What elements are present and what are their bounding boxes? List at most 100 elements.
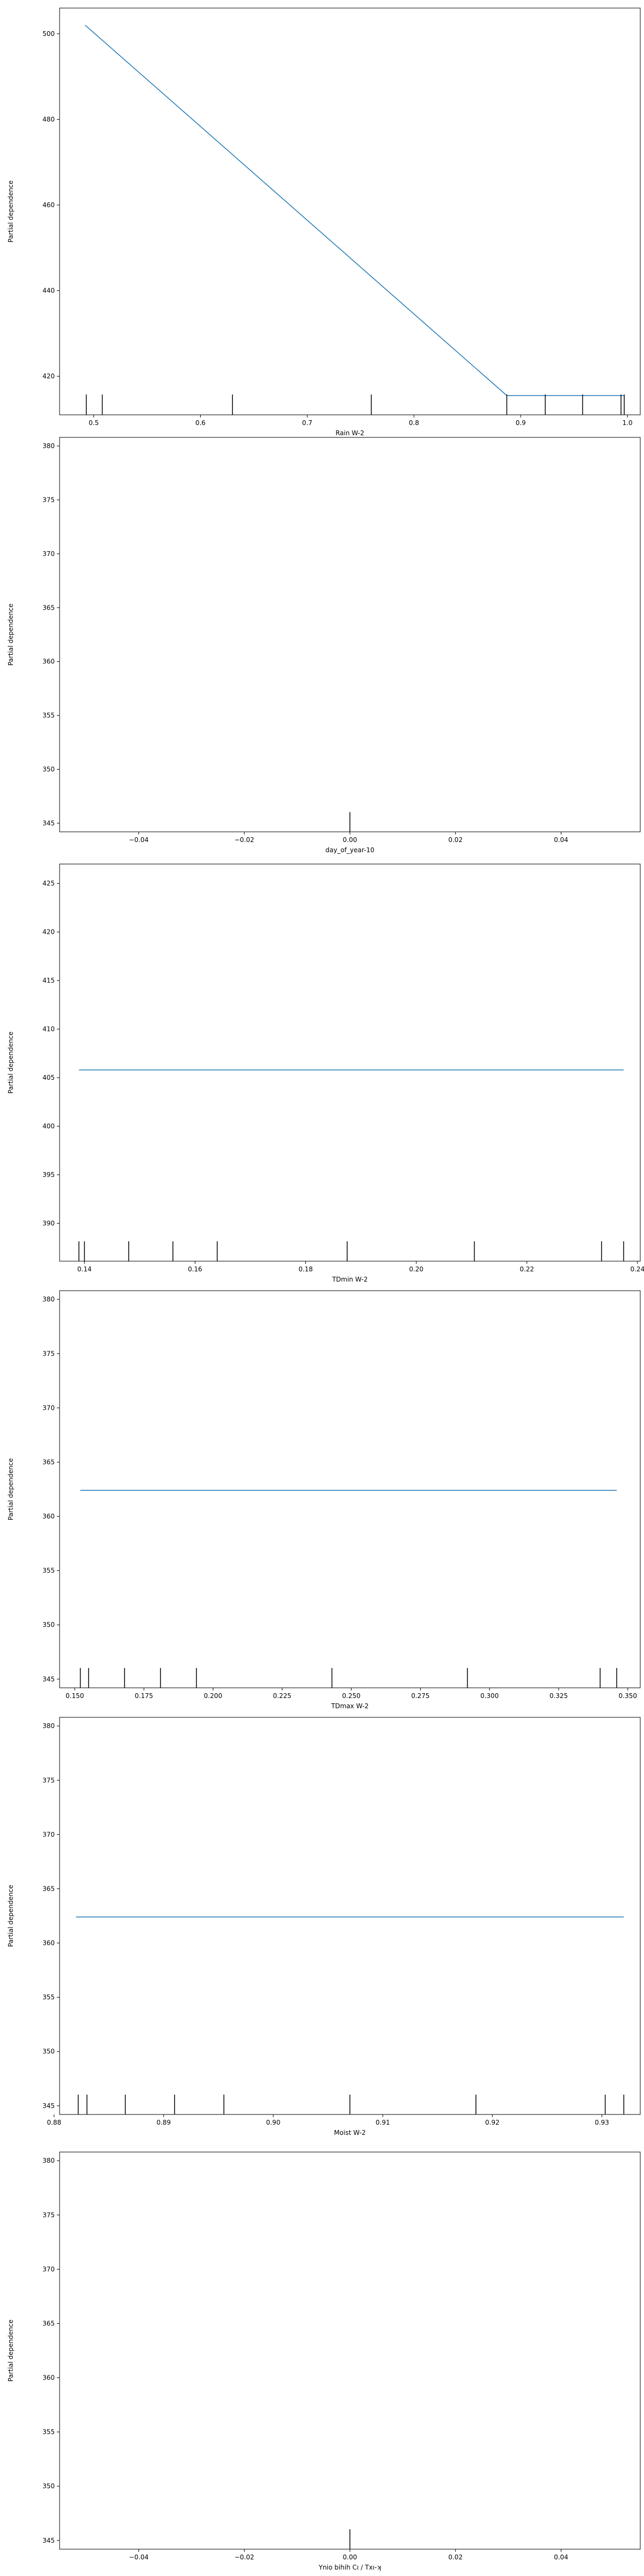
x-axis-label: day_of_year-10 <box>325 846 374 854</box>
x-axis-label: Moist W-2 <box>334 2129 365 2136</box>
x-tick-label: 0.91 <box>376 2119 390 2126</box>
x-tick-label: 0.89 <box>157 2119 171 2126</box>
x-tick-label: 0.8 <box>409 419 419 427</box>
y-tick-label: 350 <box>42 2483 55 2490</box>
x-tick-label: 0.22 <box>519 1265 534 1273</box>
axes-frame <box>59 863 641 1262</box>
y-tick-label: 350 <box>42 2048 55 2055</box>
x-tick-label: 0.150 <box>65 1692 84 1700</box>
x-axis-label: Ynio bihih Cı / Txı-ʞ <box>318 2564 381 2571</box>
x-tick-label: 0.325 <box>550 1692 568 1700</box>
y-axis-label: Partial dependence <box>7 1458 14 1520</box>
y-tick-label: 410 <box>42 1026 55 1033</box>
y-tick-label: 400 <box>42 1123 55 1130</box>
x-tick-label: 0.00 <box>343 2553 357 2561</box>
x-tick-label: −0.02 <box>235 836 254 844</box>
chart-panel-1: 0.5 0.6 0.7 0.8 0.9 1.0 420 440 460 480 500 Rain W-… <box>7 8 641 437</box>
y-tick-label: 355 <box>42 2428 55 2436</box>
x-tick-label: 0.6 <box>195 419 206 427</box>
x-tick-label: 0.9 <box>516 419 526 427</box>
y-tick-label: 350 <box>42 1621 55 1629</box>
x-tick-label: 0.02 <box>448 2553 463 2561</box>
x-tick-label: 0.200 <box>204 1692 222 1700</box>
axes-frame <box>59 8 641 415</box>
y-tick-label: 375 <box>42 2211 55 2219</box>
axes-frame <box>59 2151 641 2550</box>
x-tick-label: 0.24 <box>630 1265 644 1273</box>
y-tick-label: 370 <box>42 2265 55 2273</box>
axes-frame <box>59 1290 641 1688</box>
y-tick-label: 360 <box>42 658 55 665</box>
y-tick-label: 420 <box>42 372 55 380</box>
x-tick-label: 0.7 <box>302 419 312 427</box>
x-tick-label: 0.18 <box>298 1265 313 1273</box>
x-tick-label: 0.350 <box>619 1692 637 1700</box>
x-tick-label: 0.90 <box>266 2119 281 2126</box>
y-tick-label: 380 <box>42 1296 55 1303</box>
y-axis-label: Partial dependence <box>7 604 14 666</box>
x-tick-label: −0.04 <box>129 836 149 844</box>
x-tick-label: 0.5 <box>89 419 99 427</box>
y-tick-label: 355 <box>42 712 55 719</box>
y-tick-label: 415 <box>42 977 55 984</box>
y-axis-label: Partial dependence <box>7 1031 14 1094</box>
x-tick-label: 0.16 <box>188 1265 202 1273</box>
y-axis-label: Partial dependence <box>7 180 14 243</box>
chart-panel-4: 0.150 0.175 0.200 0.225 0.250 0.275 0.300 0.325… <box>7 1290 641 1710</box>
y-tick-label: 370 <box>42 1404 55 1411</box>
y-tick-label: 370 <box>42 1831 55 1838</box>
chart-panel-2: −0.04 −0.02 0.00 0.02 0.04 345 350 355 360 365 370… <box>7 437 641 854</box>
y-axis-label: Partial dependence <box>7 1885 14 1947</box>
y-tick-label: 360 <box>42 1940 55 1947</box>
y-tick-label: 405 <box>42 1074 55 1081</box>
y-tick-label: 480 <box>42 115 55 123</box>
y-tick-label: 375 <box>42 496 55 503</box>
x-tick-label: 0.93 <box>595 2119 609 2126</box>
x-tick-label: 0.04 <box>554 836 568 844</box>
y-tick-label: 420 <box>42 928 55 936</box>
x-axis-label: Rain W-2 <box>335 429 364 437</box>
x-tick-label: −0.02 <box>235 2553 254 2561</box>
y-tick-label: 390 <box>42 1219 55 1227</box>
x-tick-label: 0.250 <box>342 1692 360 1700</box>
x-tick-label: 0.14 <box>77 1265 92 1273</box>
y-tick-label: 460 <box>42 201 55 209</box>
y-tick-label: 345 <box>42 2102 55 2110</box>
axes-frame <box>59 1717 641 2115</box>
x-tick-label: 0.92 <box>485 2119 500 2126</box>
y-tick-label: 375 <box>42 1350 55 1357</box>
x-tick-label: 0.88 <box>47 2119 61 2126</box>
x-tick-label: 0.275 <box>411 1692 429 1700</box>
y-tick-label: 360 <box>42 2374 55 2382</box>
partial-dependence-line <box>85 25 625 396</box>
y-tick-label: 345 <box>42 819 55 827</box>
chart-panel-3: 0.14 0.16 0.18 0.20 0.22 0.24 390 395 400 405 410 4… <box>7 863 644 1283</box>
x-tick-label: 0.00 <box>343 836 357 844</box>
x-tick-label: 0.300 <box>480 1692 499 1700</box>
chart-panel-5: 0.88 0.89 0.90 0.91 0.92 0.93 345 350 355 360 365 3… <box>7 1717 641 2136</box>
y-tick-label: 500 <box>42 30 55 38</box>
y-tick-label: 370 <box>42 550 55 558</box>
y-tick-label: 440 <box>42 287 55 295</box>
y-tick-label: 380 <box>42 2157 55 2164</box>
x-tick-label: 0.20 <box>409 1265 423 1273</box>
y-tick-label: 345 <box>42 1675 55 1683</box>
y-tick-label: 365 <box>42 1885 55 1892</box>
y-tick-label: 375 <box>42 1776 55 1784</box>
x-axis-label: TDmin W-2 <box>332 1276 368 1283</box>
x-tick-label: 0.175 <box>135 1692 153 1700</box>
x-axis-label: TDmax W-2 <box>331 1702 369 1710</box>
y-tick-label: 360 <box>42 1513 55 1520</box>
axes-frame <box>59 437 641 832</box>
x-tick-label: 0.225 <box>273 1692 291 1700</box>
y-tick-label: 355 <box>42 1994 55 2001</box>
y-tick-label: 350 <box>42 766 55 773</box>
x-tick-label: 1.0 <box>623 419 633 427</box>
y-axis-label: Partial dependence <box>7 2319 14 2382</box>
y-tick-label: 365 <box>42 1458 55 1466</box>
y-tick-label: 355 <box>42 1567 55 1575</box>
x-tick-label: 0.04 <box>554 2553 568 2561</box>
x-tick-label: −0.04 <box>129 2553 149 2561</box>
y-tick-label: 380 <box>42 1722 55 1730</box>
